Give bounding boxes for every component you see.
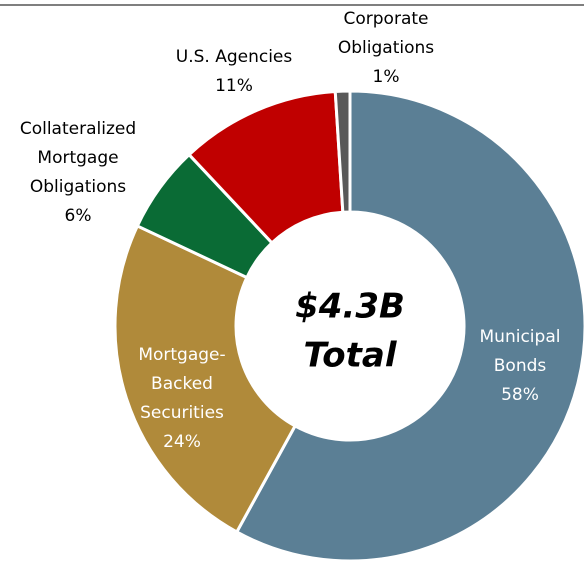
center-label: Total [303,336,397,376]
value-label: 58% [501,385,539,405]
slice [333,89,352,214]
slice [113,223,298,534]
slice-label: Obligations [30,177,126,197]
slice-label: Mortgage [37,148,118,168]
slice-label: Municipal [480,327,561,347]
slice-label: Obligations [338,38,434,58]
value-label: 1% [373,67,400,87]
value-label: 6% [65,206,92,226]
slice-label: Bonds [494,356,547,376]
slices [113,89,584,561]
slice-label: Corporate [344,9,429,29]
value-label: 11% [215,76,253,96]
slice-label: Backed [151,374,213,394]
slice-label: U.S. Agencies [176,47,293,67]
slice-label: Securities [140,403,224,423]
value-label: 24% [163,432,201,452]
slice-label: Collateralized [20,119,136,139]
center-label: $4.3B [295,287,405,327]
slice-label: Mortgage- [138,345,225,365]
